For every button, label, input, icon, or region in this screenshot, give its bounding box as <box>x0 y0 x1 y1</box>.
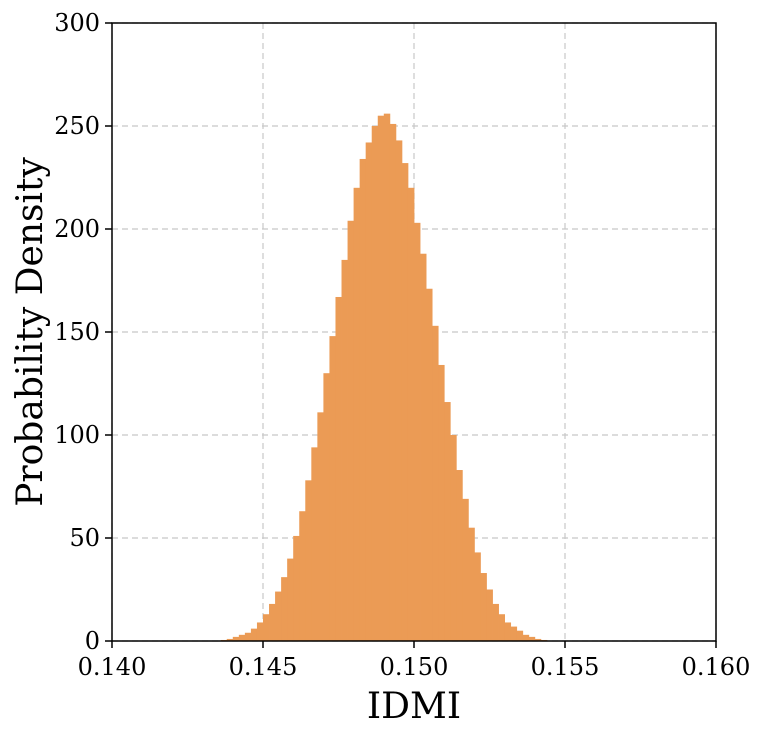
x-tick-label: 0.145 <box>229 653 298 681</box>
histogram-bar <box>522 634 530 641</box>
histogram-bar <box>299 511 306 641</box>
histogram-bar <box>317 412 324 641</box>
histogram-bar <box>474 552 481 641</box>
histogram-bar <box>438 364 445 641</box>
y-tick-label: 150 <box>54 318 100 346</box>
histogram-bar <box>407 187 415 642</box>
y-tick-label: 50 <box>69 524 100 552</box>
x-tick-label: 0.140 <box>78 653 147 681</box>
histogram-bar <box>377 115 385 641</box>
histogram-bar <box>281 577 288 641</box>
histogram-bar <box>389 123 397 641</box>
x-axis-ticks: 0.140 0.145 0.150 0.155 0.160 <box>78 641 751 681</box>
histogram-bar <box>238 634 246 641</box>
histogram-bar <box>492 603 499 641</box>
histogram-bar <box>395 140 403 642</box>
x-axis-label: IDMI <box>367 686 461 727</box>
histogram-bar <box>444 402 451 641</box>
histogram-bar <box>528 636 536 641</box>
histogram-bar <box>287 558 294 641</box>
x-tick-label: 0.155 <box>531 653 600 681</box>
histogram-bar <box>486 589 493 641</box>
histogram-bar <box>311 447 318 641</box>
histogram-bar <box>353 187 361 642</box>
y-tick-label: 250 <box>54 112 100 140</box>
y-tick-label: 200 <box>54 215 100 243</box>
y-axis-label: Probability Density <box>10 157 51 507</box>
histogram-bar <box>414 222 421 641</box>
histogram-bar <box>516 630 524 641</box>
histogram-bar <box>468 527 475 641</box>
histogram-bar <box>341 259 348 641</box>
histogram-bar <box>480 573 487 641</box>
histogram-bar <box>534 638 542 641</box>
histogram-bar <box>232 636 240 641</box>
histogram-bar <box>226 638 234 641</box>
histogram-bar <box>420 253 427 641</box>
histogram-bar <box>510 626 518 641</box>
histogram-bar <box>335 296 342 641</box>
histogram-bar <box>401 163 409 641</box>
histogram-bar <box>359 158 367 641</box>
histogram-bar <box>450 435 457 641</box>
histogram-bar <box>244 632 252 641</box>
x-tick-label: 0.150 <box>380 653 449 681</box>
histogram-bar <box>275 591 282 641</box>
histogram-bar <box>293 535 300 641</box>
histogram-bar <box>371 126 379 641</box>
histogram-bar <box>456 470 463 641</box>
histogram-bar <box>504 622 512 641</box>
histogram-bar <box>323 373 330 641</box>
histogram-bar <box>263 614 270 641</box>
y-tick-label: 0 <box>85 627 100 655</box>
y-axis-ticks: 0 50 100 150 200 250 300 <box>54 9 112 655</box>
histogram-bar <box>250 628 258 641</box>
histogram-bar <box>432 325 439 641</box>
histogram-bar <box>269 603 276 641</box>
histogram-bar <box>462 498 469 641</box>
histogram-bar <box>347 220 354 641</box>
y-tick-label: 300 <box>54 9 100 37</box>
histogram-bar <box>383 113 391 641</box>
histogram-bar <box>365 142 373 642</box>
y-tick-label: 100 <box>54 421 100 449</box>
histogram-bar <box>256 622 264 641</box>
histogram-bar <box>305 480 312 641</box>
histogram-bar <box>329 336 336 641</box>
histogram-bar <box>426 288 433 641</box>
histogram-bar <box>498 614 505 641</box>
histogram-bars <box>220 113 548 642</box>
x-tick-label: 0.160 <box>682 653 751 681</box>
